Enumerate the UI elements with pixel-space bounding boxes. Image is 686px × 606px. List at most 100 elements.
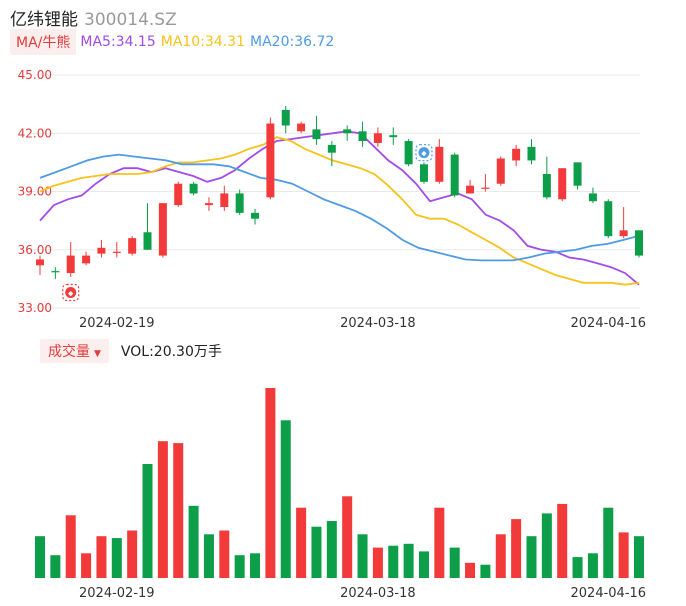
candle [512,144,521,167]
candle-body [281,109,290,126]
candle [97,240,106,258]
candle [220,185,229,211]
volume-bar [634,536,644,578]
candle [51,267,60,279]
volume-bar [50,555,61,578]
candle [66,241,75,277]
x-tick-label: 2024-03-18 [340,316,416,331]
ma20-line [39,153,640,262]
candle [373,127,382,147]
candle-body [327,144,336,153]
candle [112,241,121,258]
event-markers: ◆◆ [62,144,433,302]
volume-bar [188,505,199,578]
volume-bar [526,536,537,578]
y-tick-label: 39.00 [18,185,52,199]
volume-bar [618,532,629,578]
volume-bar [111,538,122,578]
candle [542,156,551,200]
candle-body [82,255,91,264]
candle-body [573,162,582,186]
candle-body [435,146,444,182]
candle-body [204,203,213,206]
stock-name: 亿纬锂能 [10,10,78,30]
candle-body [542,174,551,198]
volume-bar [572,557,583,578]
volume-bar [311,526,322,578]
candle-body [128,238,137,254]
volume-bar [557,503,568,578]
x-tick-label: 2024-02-19 [79,586,155,601]
candle [404,139,413,167]
y-tick-label: 33.00 [18,301,52,315]
volume-bar [127,530,138,578]
ma10-line [39,136,640,286]
volume-selector-button[interactable]: 成交量 ▼ [40,339,109,363]
volume-bar [403,543,414,578]
volume-bar [234,555,245,578]
candle [619,207,628,239]
ma-selector-button[interactable]: MA/牛熊 [10,29,77,55]
bull-marker-icon: ◆ [62,283,80,302]
volume-bar [265,388,276,578]
candle [251,208,260,225]
y-tick-label: 45.00 [18,68,52,82]
candle [189,181,198,196]
candle-body [174,183,183,206]
candle [450,152,459,198]
candle-body [235,193,244,213]
candle [635,230,643,258]
candle [435,139,444,184]
y-tick-label: 42.00 [18,126,52,140]
volume-bar [372,547,383,578]
bull-marker-icon-glyph: ◆ [68,289,74,297]
candle-body [297,123,306,132]
volume-bar [495,534,506,578]
candle [266,117,275,200]
candle [204,197,213,211]
candle [343,125,352,142]
candle-body [450,154,459,196]
candle-body [97,247,106,254]
candle-body [481,187,490,189]
volume-bar [326,521,337,578]
ma5-legend: MA5:34.15 [80,34,156,50]
stock-title: 亿纬锂能 300014.SZ [10,5,177,30]
bear-marker-icon-dot [418,147,430,159]
candle [327,141,336,167]
candle-body [66,255,75,274]
candle [466,179,475,194]
candle [558,168,567,202]
candle-body [251,212,260,219]
candle [297,121,306,134]
candle [527,139,536,165]
candle-body [496,158,505,184]
volume-bar [603,507,614,578]
bull-marker-icon-frame [62,283,80,302]
ma5-line [39,130,640,286]
candle [312,115,321,145]
candle-body [143,232,152,250]
volume-bar [81,553,92,578]
candle [158,203,167,258]
volume-bar [219,530,230,578]
volume-bar [541,513,552,578]
candle [82,251,91,266]
candle-body [343,129,352,134]
volume-bar [480,564,491,578]
candle-body [619,230,628,237]
candle-body [588,193,597,202]
volume-bars [35,388,644,578]
candle-body [527,146,536,161]
candle [481,174,490,192]
volume-bar [280,420,291,578]
ma-legend: MA/牛熊 MA5:34.15 MA10:34.31 MA20:36.72 [10,29,339,55]
volume-bar [587,553,598,578]
volume-bar [96,536,107,578]
candle-body [266,123,275,198]
volume-bar [35,536,45,578]
candle-body [419,164,428,182]
candle-body [51,271,60,273]
volume-legend: 成交量 ▼ VOL:20.30万手 [40,339,222,363]
